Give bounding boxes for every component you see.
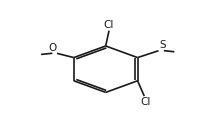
Text: Cl: Cl [104,20,114,30]
Text: Cl: Cl [140,97,150,107]
Text: S: S [159,40,166,50]
Text: O: O [48,43,56,53]
